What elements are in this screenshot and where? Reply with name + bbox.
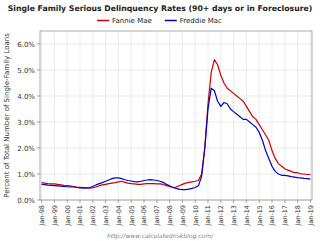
grid-line xyxy=(284,31,285,200)
tick-mark xyxy=(233,200,234,203)
tick-mark xyxy=(156,200,157,203)
grid-line xyxy=(105,31,106,200)
tick-mark xyxy=(54,200,55,203)
grid-line xyxy=(40,96,312,97)
grid-line xyxy=(259,31,260,200)
tick-mark xyxy=(105,200,106,203)
tick-mark xyxy=(37,148,40,149)
tick-label: Jan-19 xyxy=(307,205,315,227)
tick-mark xyxy=(80,200,81,203)
grid-line xyxy=(233,31,234,200)
grid-line xyxy=(41,31,42,200)
tick-label: Jan-07 xyxy=(153,205,161,227)
tick-mark xyxy=(220,200,221,203)
tick-mark xyxy=(208,200,209,203)
grid-line xyxy=(144,31,145,200)
tick-label: Jan-00 xyxy=(64,205,72,227)
tick-label: 3.0% xyxy=(17,119,35,127)
legend-label: Freddie Mac xyxy=(180,17,222,25)
grid-line xyxy=(169,31,170,200)
grid-line xyxy=(40,44,312,45)
tick-label: Jan-04 xyxy=(115,205,123,227)
tick-label: 1.0% xyxy=(17,171,35,179)
tick-label: Jan-12 xyxy=(217,205,225,227)
tick-mark xyxy=(169,200,170,203)
tick-mark xyxy=(310,200,311,203)
annotation: http://www.calculatedriskblog.com/ xyxy=(107,232,214,240)
tick-mark xyxy=(37,174,40,175)
grid-line xyxy=(297,31,298,200)
grid-line xyxy=(40,122,312,123)
tick-label: Jan-17 xyxy=(281,205,289,227)
plot-area xyxy=(40,31,312,200)
tick-mark xyxy=(37,44,40,45)
tick-mark xyxy=(246,200,247,203)
tick-label: Jan-03 xyxy=(102,205,110,227)
legend-label: Fannie Mae xyxy=(112,17,152,25)
grid-line xyxy=(246,31,247,200)
grid-line xyxy=(80,31,81,200)
tick-label: Jan-01 xyxy=(76,205,84,227)
tick-mark xyxy=(284,200,285,203)
tick-mark xyxy=(41,200,42,203)
plot-frame xyxy=(40,31,312,200)
title: Single Family Serious Delinquency Rates … xyxy=(8,4,313,13)
tick-mark xyxy=(37,200,40,201)
tick-mark xyxy=(259,200,260,203)
tick-label: Jan-10 xyxy=(192,205,200,227)
grid-line xyxy=(118,31,119,200)
grid-line xyxy=(182,31,183,200)
tick-mark xyxy=(37,96,40,97)
tick-mark xyxy=(195,200,196,203)
tick-label: Jan-14 xyxy=(243,205,251,227)
tick-label: 4.0% xyxy=(17,93,35,101)
tick-mark xyxy=(297,200,298,203)
grid-line xyxy=(131,31,132,200)
tick-label: Jan-06 xyxy=(140,205,148,227)
tick-mark xyxy=(131,200,132,203)
tick-mark xyxy=(92,200,93,203)
tick-mark xyxy=(182,200,183,203)
tick-label: Jan-09 xyxy=(179,205,187,227)
tick-mark xyxy=(144,200,145,203)
grid-line xyxy=(92,31,93,200)
tick-label: 2.0% xyxy=(17,145,35,153)
legend: Fannie Mae Freddie Mac xyxy=(97,17,222,25)
axis-label: Percent of Total Number of Single-Family… xyxy=(3,33,11,198)
tick-label: Jan-18 xyxy=(294,205,302,227)
tick-label: Jan-05 xyxy=(128,205,136,227)
tick-mark xyxy=(67,200,68,203)
legend-swatch xyxy=(97,20,109,22)
grid-line xyxy=(40,174,312,175)
series-group xyxy=(42,60,311,190)
tick-label: Jan-99 xyxy=(51,205,59,227)
tick-mark xyxy=(37,122,40,123)
tick-label: 5.0% xyxy=(17,67,35,75)
tick-label: Jan-13 xyxy=(230,205,238,227)
tick-label: 0.0% xyxy=(17,197,35,205)
grid-line xyxy=(195,31,196,200)
legend-swatch xyxy=(165,20,177,22)
grid-line xyxy=(67,31,68,200)
tick-label: 6.0% xyxy=(17,41,35,49)
tick-mark xyxy=(37,70,40,71)
series-line xyxy=(42,88,311,189)
tick-label: Jan-08 xyxy=(166,205,174,227)
tick-label: Jan-02 xyxy=(89,205,97,227)
tick-label: Jan-11 xyxy=(204,205,212,227)
tick-label: Jan-98 xyxy=(38,205,46,227)
grid-line xyxy=(40,70,312,71)
grid-line xyxy=(156,31,157,200)
tick-mark xyxy=(272,200,273,203)
grid-line xyxy=(272,31,273,200)
tick-mark xyxy=(118,200,119,203)
series-line xyxy=(42,60,311,188)
tick-label: Jan-16 xyxy=(268,205,276,227)
tick-label: Jan-15 xyxy=(256,205,264,227)
grid-line xyxy=(220,31,221,200)
grid-line xyxy=(54,31,55,200)
